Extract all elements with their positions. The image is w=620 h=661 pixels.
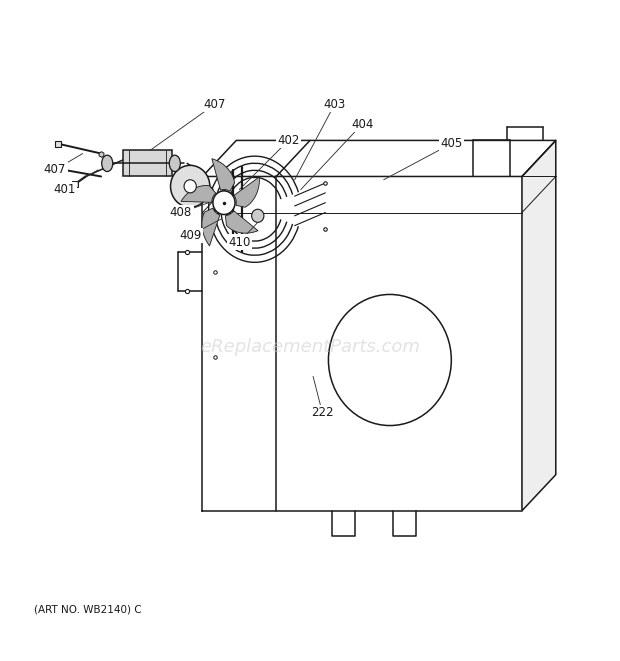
Text: 407: 407: [203, 98, 226, 111]
Text: eReplacementParts.com: eReplacementParts.com: [200, 338, 420, 356]
FancyBboxPatch shape: [123, 150, 172, 176]
Text: 409: 409: [179, 229, 202, 242]
Text: (ART NO. WB2140) C: (ART NO. WB2140) C: [33, 604, 141, 614]
Text: 401: 401: [53, 183, 76, 196]
Polygon shape: [212, 159, 234, 191]
Text: 404: 404: [351, 118, 373, 130]
Circle shape: [252, 210, 264, 222]
Circle shape: [170, 165, 210, 208]
Polygon shape: [226, 211, 258, 233]
Text: 403: 403: [324, 98, 346, 111]
Ellipse shape: [102, 155, 113, 172]
Circle shape: [213, 191, 235, 214]
Text: 408: 408: [170, 206, 192, 219]
Text: 410: 410: [228, 235, 250, 249]
Polygon shape: [203, 140, 556, 176]
Circle shape: [184, 180, 197, 193]
Text: 405: 405: [440, 137, 463, 150]
Text: 407: 407: [44, 163, 66, 176]
Text: 402: 402: [277, 134, 299, 147]
Polygon shape: [181, 186, 216, 202]
Circle shape: [222, 201, 232, 212]
Polygon shape: [202, 208, 220, 246]
Polygon shape: [522, 140, 556, 511]
Text: 222: 222: [311, 406, 334, 419]
Polygon shape: [234, 176, 260, 208]
Ellipse shape: [169, 155, 180, 172]
